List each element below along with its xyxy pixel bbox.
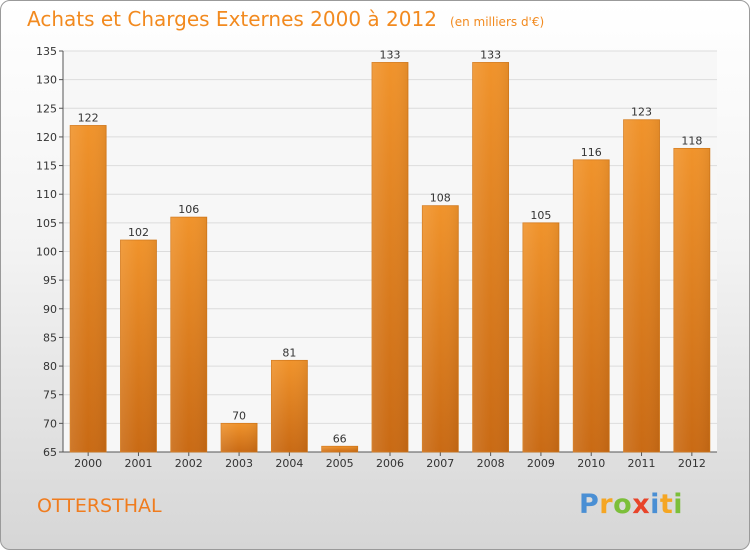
logo-letter: P bbox=[579, 489, 600, 520]
bar-sheen bbox=[120, 240, 157, 452]
bar-sheen bbox=[271, 360, 308, 452]
bar-sheen bbox=[422, 205, 459, 452]
value-label: 123 bbox=[631, 106, 652, 119]
value-label: 106 bbox=[178, 203, 199, 216]
value-label: 105 bbox=[530, 209, 551, 222]
bar-sheen bbox=[321, 446, 358, 452]
bar-sheen bbox=[221, 423, 258, 452]
y-tick-label: 110 bbox=[36, 188, 57, 201]
x-tick-label: 2006 bbox=[376, 457, 404, 470]
value-label: 133 bbox=[480, 48, 501, 61]
x-tick-label: 2005 bbox=[326, 457, 354, 470]
x-tick-label: 2011 bbox=[628, 457, 656, 470]
chart-title: Achats et Charges Externes 2000 à 2012 bbox=[27, 7, 437, 31]
chart-title-row: Achats et Charges Externes 2000 à 2012 (… bbox=[27, 7, 544, 31]
x-tick-label: 2002 bbox=[175, 457, 203, 470]
logo-letter: r bbox=[599, 489, 614, 520]
commune-name: OTTERSTHAL bbox=[37, 495, 162, 517]
bar-sheen bbox=[70, 125, 107, 452]
logo-letter: i bbox=[673, 489, 684, 520]
y-tick-label: 90 bbox=[43, 303, 57, 316]
x-tick-label: 2008 bbox=[477, 457, 505, 470]
y-tick-label: 70 bbox=[43, 417, 57, 430]
value-label: 102 bbox=[128, 226, 149, 239]
x-tick-label: 2004 bbox=[275, 457, 303, 470]
x-tick-label: 2007 bbox=[426, 457, 454, 470]
bar-sheen bbox=[522, 222, 559, 452]
logo-letter: x bbox=[632, 489, 651, 520]
value-label: 108 bbox=[430, 192, 451, 205]
y-tick-label: 85 bbox=[43, 331, 57, 344]
bar-sheen bbox=[673, 148, 710, 452]
chart-subtitle: (en milliers d'€) bbox=[450, 15, 545, 29]
x-tick-label: 2010 bbox=[577, 457, 605, 470]
value-label: 70 bbox=[232, 409, 246, 422]
y-tick-label: 100 bbox=[36, 246, 57, 259]
value-label: 116 bbox=[581, 146, 602, 159]
x-tick-label: 2009 bbox=[527, 457, 555, 470]
bar-sheen bbox=[623, 119, 660, 452]
y-tick-label: 125 bbox=[36, 102, 57, 115]
x-tick-label: 2000 bbox=[74, 457, 102, 470]
bar-sheen bbox=[472, 62, 509, 452]
y-tick-label: 80 bbox=[43, 360, 57, 373]
y-tick-label: 75 bbox=[43, 389, 57, 402]
bar-sheen bbox=[170, 217, 207, 452]
logo-letter: t bbox=[659, 489, 674, 520]
y-tick-label: 105 bbox=[36, 217, 57, 230]
value-label: 133 bbox=[380, 48, 401, 61]
value-label: 118 bbox=[681, 134, 702, 147]
y-tick-label: 130 bbox=[36, 74, 57, 87]
y-tick-label: 135 bbox=[36, 45, 57, 58]
y-tick-label: 95 bbox=[43, 274, 57, 287]
logo-letter: o bbox=[613, 489, 633, 520]
proxiti-logo: Proxiti bbox=[579, 489, 683, 520]
value-label: 122 bbox=[78, 111, 99, 124]
bar-sheen bbox=[573, 159, 610, 453]
x-tick-label: 2003 bbox=[225, 457, 253, 470]
y-tick-label: 115 bbox=[36, 160, 57, 173]
value-label: 81 bbox=[282, 346, 296, 359]
logo-letter: i bbox=[650, 489, 660, 520]
y-tick-label: 120 bbox=[36, 131, 57, 144]
bar-sheen bbox=[372, 62, 408, 452]
y-tick-label: 65 bbox=[43, 446, 57, 459]
x-tick-label: 2012 bbox=[678, 457, 706, 470]
value-label: 66 bbox=[333, 432, 347, 445]
x-tick-label: 2001 bbox=[124, 457, 152, 470]
